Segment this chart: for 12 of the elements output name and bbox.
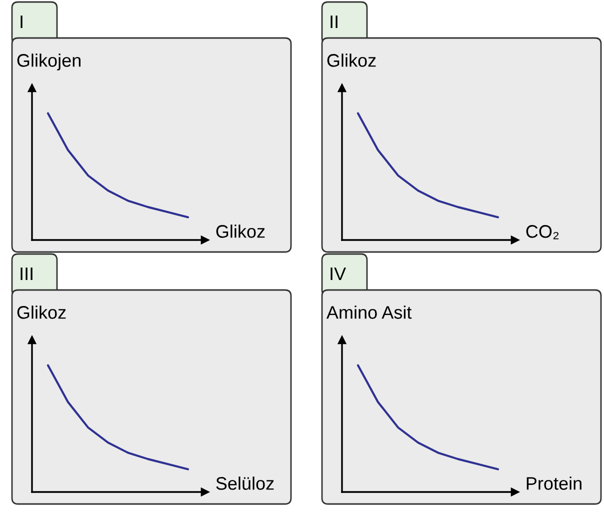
chart-title: III [20, 268, 32, 280]
y-axis-title: Glikoz [17, 306, 66, 319]
chart-title: II [330, 16, 338, 28]
y-axis-title: Glikoz [327, 54, 376, 67]
y-axis-title: Glikojen [17, 54, 80, 70]
x-axis-title: Protein [526, 476, 582, 490]
chart-title: I [20, 16, 22, 28]
x-axis-title: Selüloz [216, 476, 274, 490]
x-axis-title: CO₂ [526, 225, 559, 240]
x-axis-title: Glikoz [216, 224, 265, 238]
y-axis-title: Amino Asit [326, 306, 412, 319]
chart-title: IV [330, 268, 346, 280]
